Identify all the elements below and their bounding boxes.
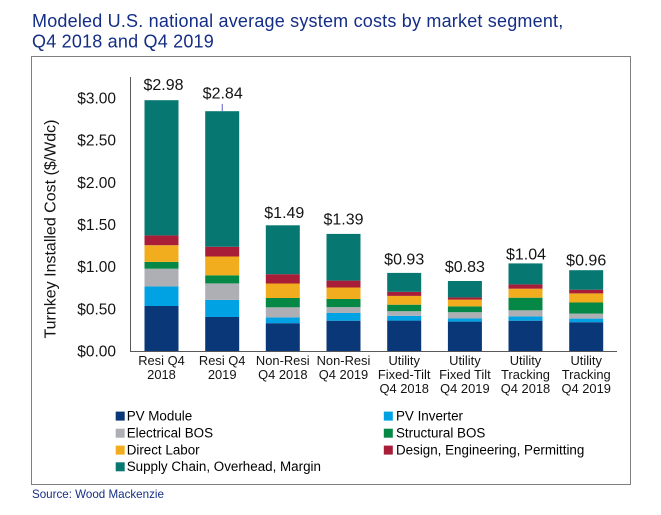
svg-text:$1.50: $1.50	[77, 217, 116, 234]
svg-text:$3.00: $3.00	[77, 91, 116, 108]
svg-text:$1.04: $1.04	[506, 247, 546, 264]
svg-text:Non-Resi: Non-Resi	[317, 353, 371, 368]
svg-text:$1.39: $1.39	[323, 212, 363, 229]
svg-text:$0.96: $0.96	[566, 253, 606, 270]
svg-text:Q4 2018: Q4 2018	[258, 367, 307, 382]
svg-text:2019: 2019	[208, 367, 237, 382]
svg-text:$1.49: $1.49	[264, 205, 304, 222]
svg-text:PV Module: PV Module	[127, 408, 193, 423]
svg-text:Utility: Utility	[449, 353, 481, 368]
svg-text:Tracking: Tracking	[562, 367, 611, 382]
svg-text:Non-Resi: Non-Resi	[256, 353, 310, 368]
svg-text:Design, Engineering, Permittin: Design, Engineering, Permitting	[396, 442, 584, 457]
svg-text:$0.50: $0.50	[77, 301, 116, 318]
svg-text:$2.00: $2.00	[77, 175, 116, 192]
svg-text:Q4 2019: Q4 2019	[440, 381, 489, 396]
svg-text:Fixed-Tilt: Fixed-Tilt	[378, 367, 431, 382]
svg-text:Resi Q4: Resi Q4	[138, 353, 185, 368]
svg-text:$1.00: $1.00	[77, 259, 116, 276]
svg-text:Q4 2018 and Q4 2019: Q4 2018 and Q4 2019	[32, 31, 214, 51]
svg-text:Tracking: Tracking	[501, 367, 550, 382]
svg-text:Resi Q4: Resi Q4	[199, 353, 246, 368]
svg-text:Direct Labor: Direct Labor	[127, 442, 200, 457]
svg-text:$2.84: $2.84	[203, 86, 243, 103]
svg-text:Electrical BOS: Electrical BOS	[127, 426, 213, 441]
svg-text:2018: 2018	[147, 367, 176, 382]
svg-text:Supply Chain, Overhead, Margin: Supply Chain, Overhead, Margin	[127, 459, 321, 474]
svg-text:Fixed Tilt: Fixed Tilt	[439, 367, 491, 382]
svg-text:Source: Wood Mackenzie: Source: Wood Mackenzie	[32, 488, 164, 501]
svg-text:Q4 2019: Q4 2019	[319, 367, 368, 382]
svg-text:PV Inverter: PV Inverter	[396, 408, 464, 423]
svg-text:$0.00: $0.00	[77, 344, 116, 361]
svg-text:Q4 2018: Q4 2018	[501, 381, 550, 396]
svg-text:Utility: Utility	[510, 353, 542, 368]
svg-text:Q4 2018: Q4 2018	[379, 381, 428, 396]
svg-text:Q4 2019: Q4 2019	[561, 381, 610, 396]
svg-text:$2.50: $2.50	[77, 133, 116, 150]
svg-text:$0.93: $0.93	[384, 251, 424, 268]
svg-text:$2.98: $2.98	[143, 77, 183, 94]
svg-text:$0.83: $0.83	[445, 259, 485, 276]
svg-text:Modeled U.S. national average: Modeled U.S. national average system cos…	[32, 11, 563, 31]
svg-text:Utility: Utility	[388, 353, 420, 368]
svg-text:Turnkey Installed Cost ($/Wdc): Turnkey Installed Cost ($/Wdc)	[43, 119, 60, 338]
svg-text:Utility: Utility	[570, 353, 602, 368]
svg-text:Structural BOS: Structural BOS	[396, 426, 485, 441]
